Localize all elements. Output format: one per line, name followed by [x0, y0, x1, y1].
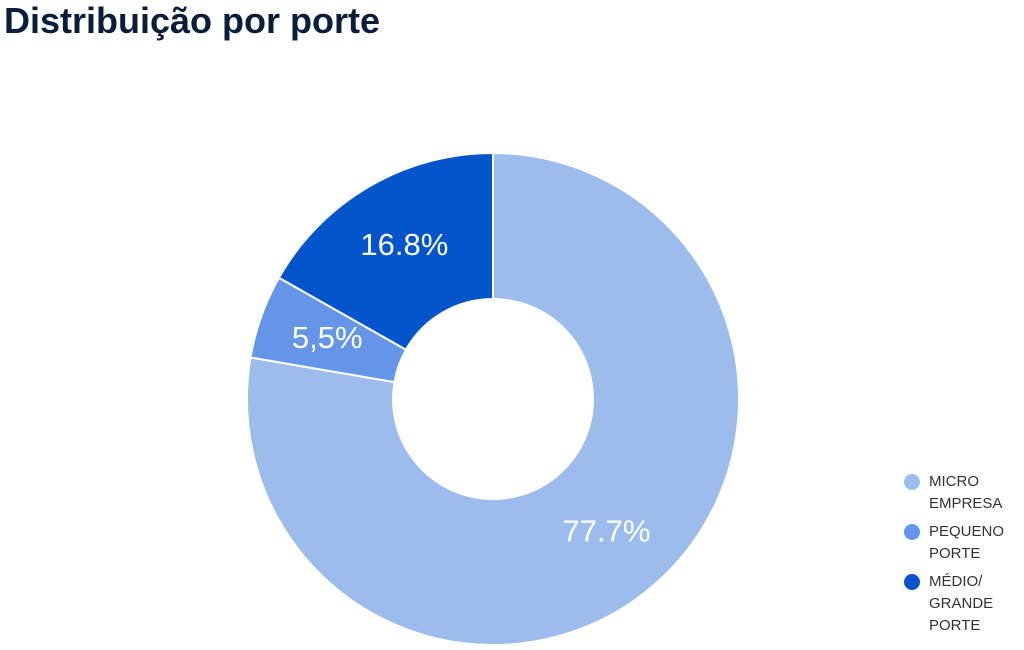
legend-label: PEQUENO PORTE	[929, 523, 1005, 562]
legend-swatch	[904, 524, 920, 540]
data-label: 77.7%	[563, 514, 651, 549]
legend-label: MICRO EMPRESA	[929, 473, 1003, 512]
data-label: 16.8%	[360, 227, 448, 262]
data-label: 5,5%	[292, 320, 363, 355]
donut-slice	[277, 151, 494, 352]
legend: MICRO EMPRESA PEQUENO PORTE MÉDIO/ GRANDE …	[904, 471, 1019, 643]
legend-swatch	[904, 574, 920, 590]
legend-item: MICRO EMPRESA	[904, 471, 1019, 515]
chart-title: Distribuição por porte	[4, 0, 381, 41]
donut-slice	[246, 151, 740, 646]
legend-label: MÉDIO/ GRANDE PORTE	[929, 573, 994, 634]
legend-swatch	[904, 474, 920, 490]
legend-item: MÉDIO/ GRANDE PORTE	[904, 571, 1019, 637]
legend-item: PEQUENO PORTE	[904, 521, 1019, 565]
